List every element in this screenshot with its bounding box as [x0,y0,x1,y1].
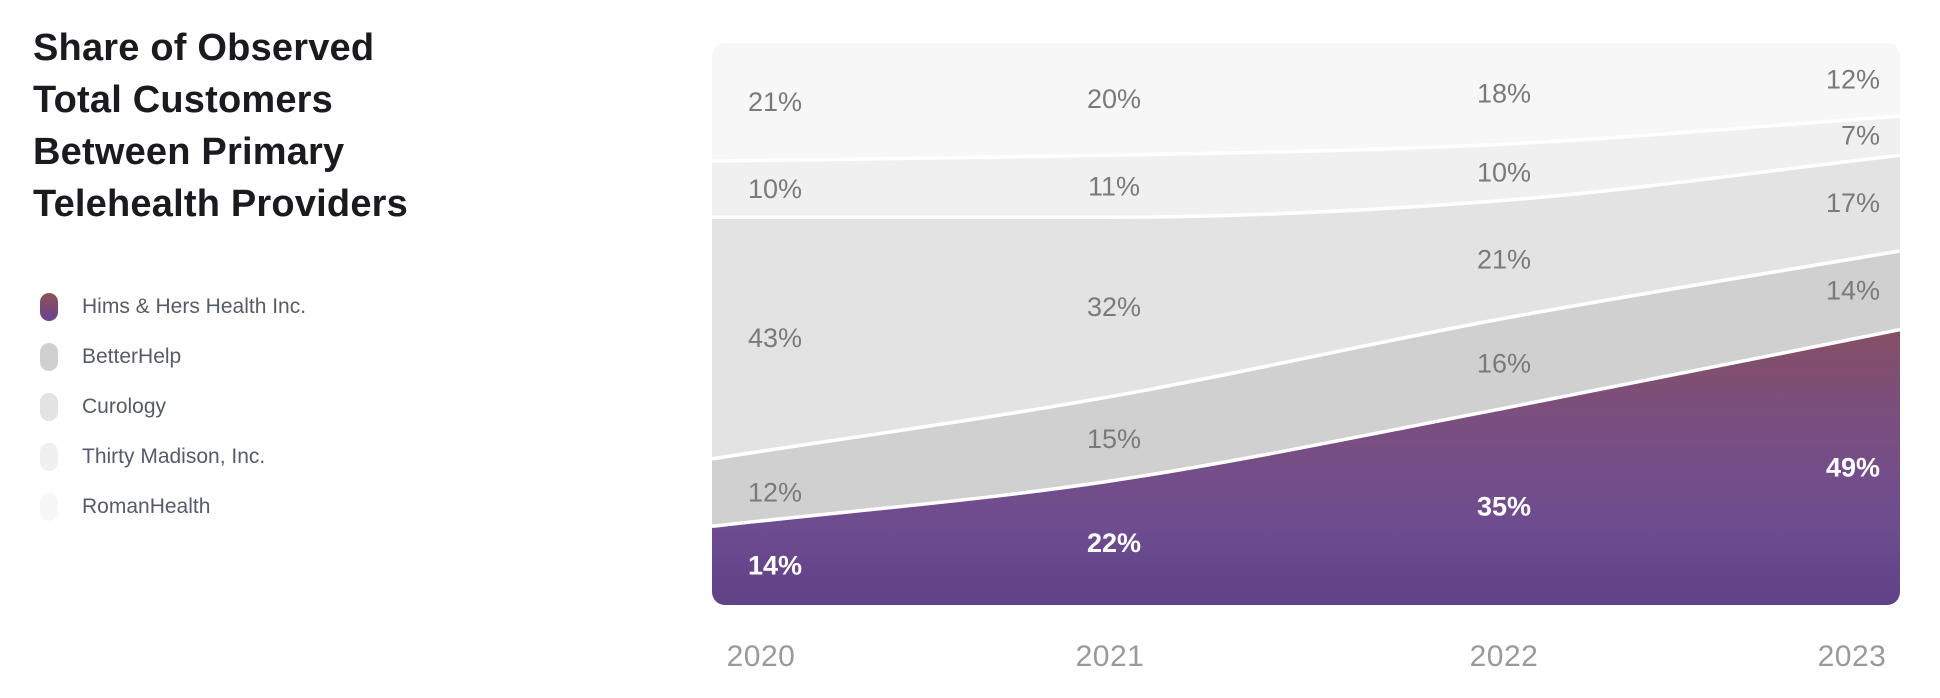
x-axis-label-2023: 2023 [1817,640,1887,673]
legend-item-hims-hers: Hims & Hers Health Inc. [40,293,306,321]
title-line: Total Customers [33,79,334,121]
value-label-betterhelp-2022: 16% [1477,348,1531,378]
value-label-betterhelp-2021: 15% [1087,424,1141,454]
value-label-curology-2020: 43% [748,323,802,353]
stacked-area-chart: 14% 22% 35% 49% 12% 15% 16% 14% 43% 32% 21% 17% 10% 1… [712,43,1900,698]
title-line: Share of Observed [33,27,375,69]
area-betterhelp [712,250,1900,527]
legend-label: Curology [82,395,167,418]
legend-swatch-betterhelp [40,343,58,371]
chart-title: Share of Observed Total Customers Betwee… [33,22,408,230]
legend-item-curology: Curology [40,393,306,421]
chart-bands [712,43,1900,605]
legend-item-thirty-madison: Thirty Madison, Inc. [40,443,306,471]
value-label-hims-hers-2022: 35% [1477,492,1531,522]
value-label-betterhelp-2020: 12% [748,478,802,508]
value-label-hims-hers-2021: 22% [1087,528,1141,558]
band-separator [712,114,1900,163]
value-label-curology-2023: 17% [1826,188,1880,218]
value-label-betterhelp-2023: 14% [1826,275,1880,305]
legend: Hims & Hers Health Inc. BetterHelp Curol… [40,293,306,543]
title-line: Between Primary [33,131,345,173]
band-separator [712,249,1900,461]
value-label-thirty-madison-2023: 7% [1841,121,1880,151]
area-romanhealth [712,43,1900,162]
value-label-thirty-madison-2020: 10% [748,174,802,204]
x-axis-label-2021: 2021 [1075,640,1145,673]
value-label-romanhealth-2021: 20% [1087,84,1141,114]
legend-label: BetterHelp [82,345,182,368]
x-axis-label-2022: 2022 [1469,640,1539,673]
legend-item-betterhelp: BetterHelp [40,343,306,371]
value-label-thirty-madison-2021: 11% [1088,171,1140,201]
area-curology [712,155,1900,459]
legend-swatch-thirty-madison [40,443,58,471]
title-line: Telehealth Providers [33,183,408,225]
value-label-hims-hers-2023: 49% [1826,452,1880,482]
legend-swatch-curology [40,393,58,421]
chart-plot-area: 14% 22% 35% 49% 12% 15% 16% 14% 43% 32% 21% 17% 10% 1… [712,43,1900,605]
band-separator [712,327,1900,529]
legend-label: Thirty Madison, Inc. [82,445,266,468]
legend-swatch-hims-hers [40,293,58,321]
value-label-romanhealth-2020: 21% [748,87,802,117]
legend-swatch-romanhealth [40,493,58,521]
value-label-thirty-madison-2022: 10% [1477,157,1531,187]
value-label-romanhealth-2022: 18% [1477,79,1531,109]
legend-label: RomanHealth [82,495,211,518]
x-axis-label-2020: 2020 [726,640,796,673]
legend-item-romanhealth: RomanHealth [40,493,306,521]
value-label-romanhealth-2023: 12% [1826,65,1880,95]
area-thirty-madison [712,116,1900,218]
band-separator [712,153,1900,219]
value-label-curology-2021: 32% [1087,292,1141,322]
legend-label: Hims & Hers Health Inc. [82,295,307,318]
value-label-curology-2022: 21% [1477,244,1531,274]
area-hims-hers [712,329,1900,605]
value-label-hims-hers-2020: 14% [748,551,802,581]
